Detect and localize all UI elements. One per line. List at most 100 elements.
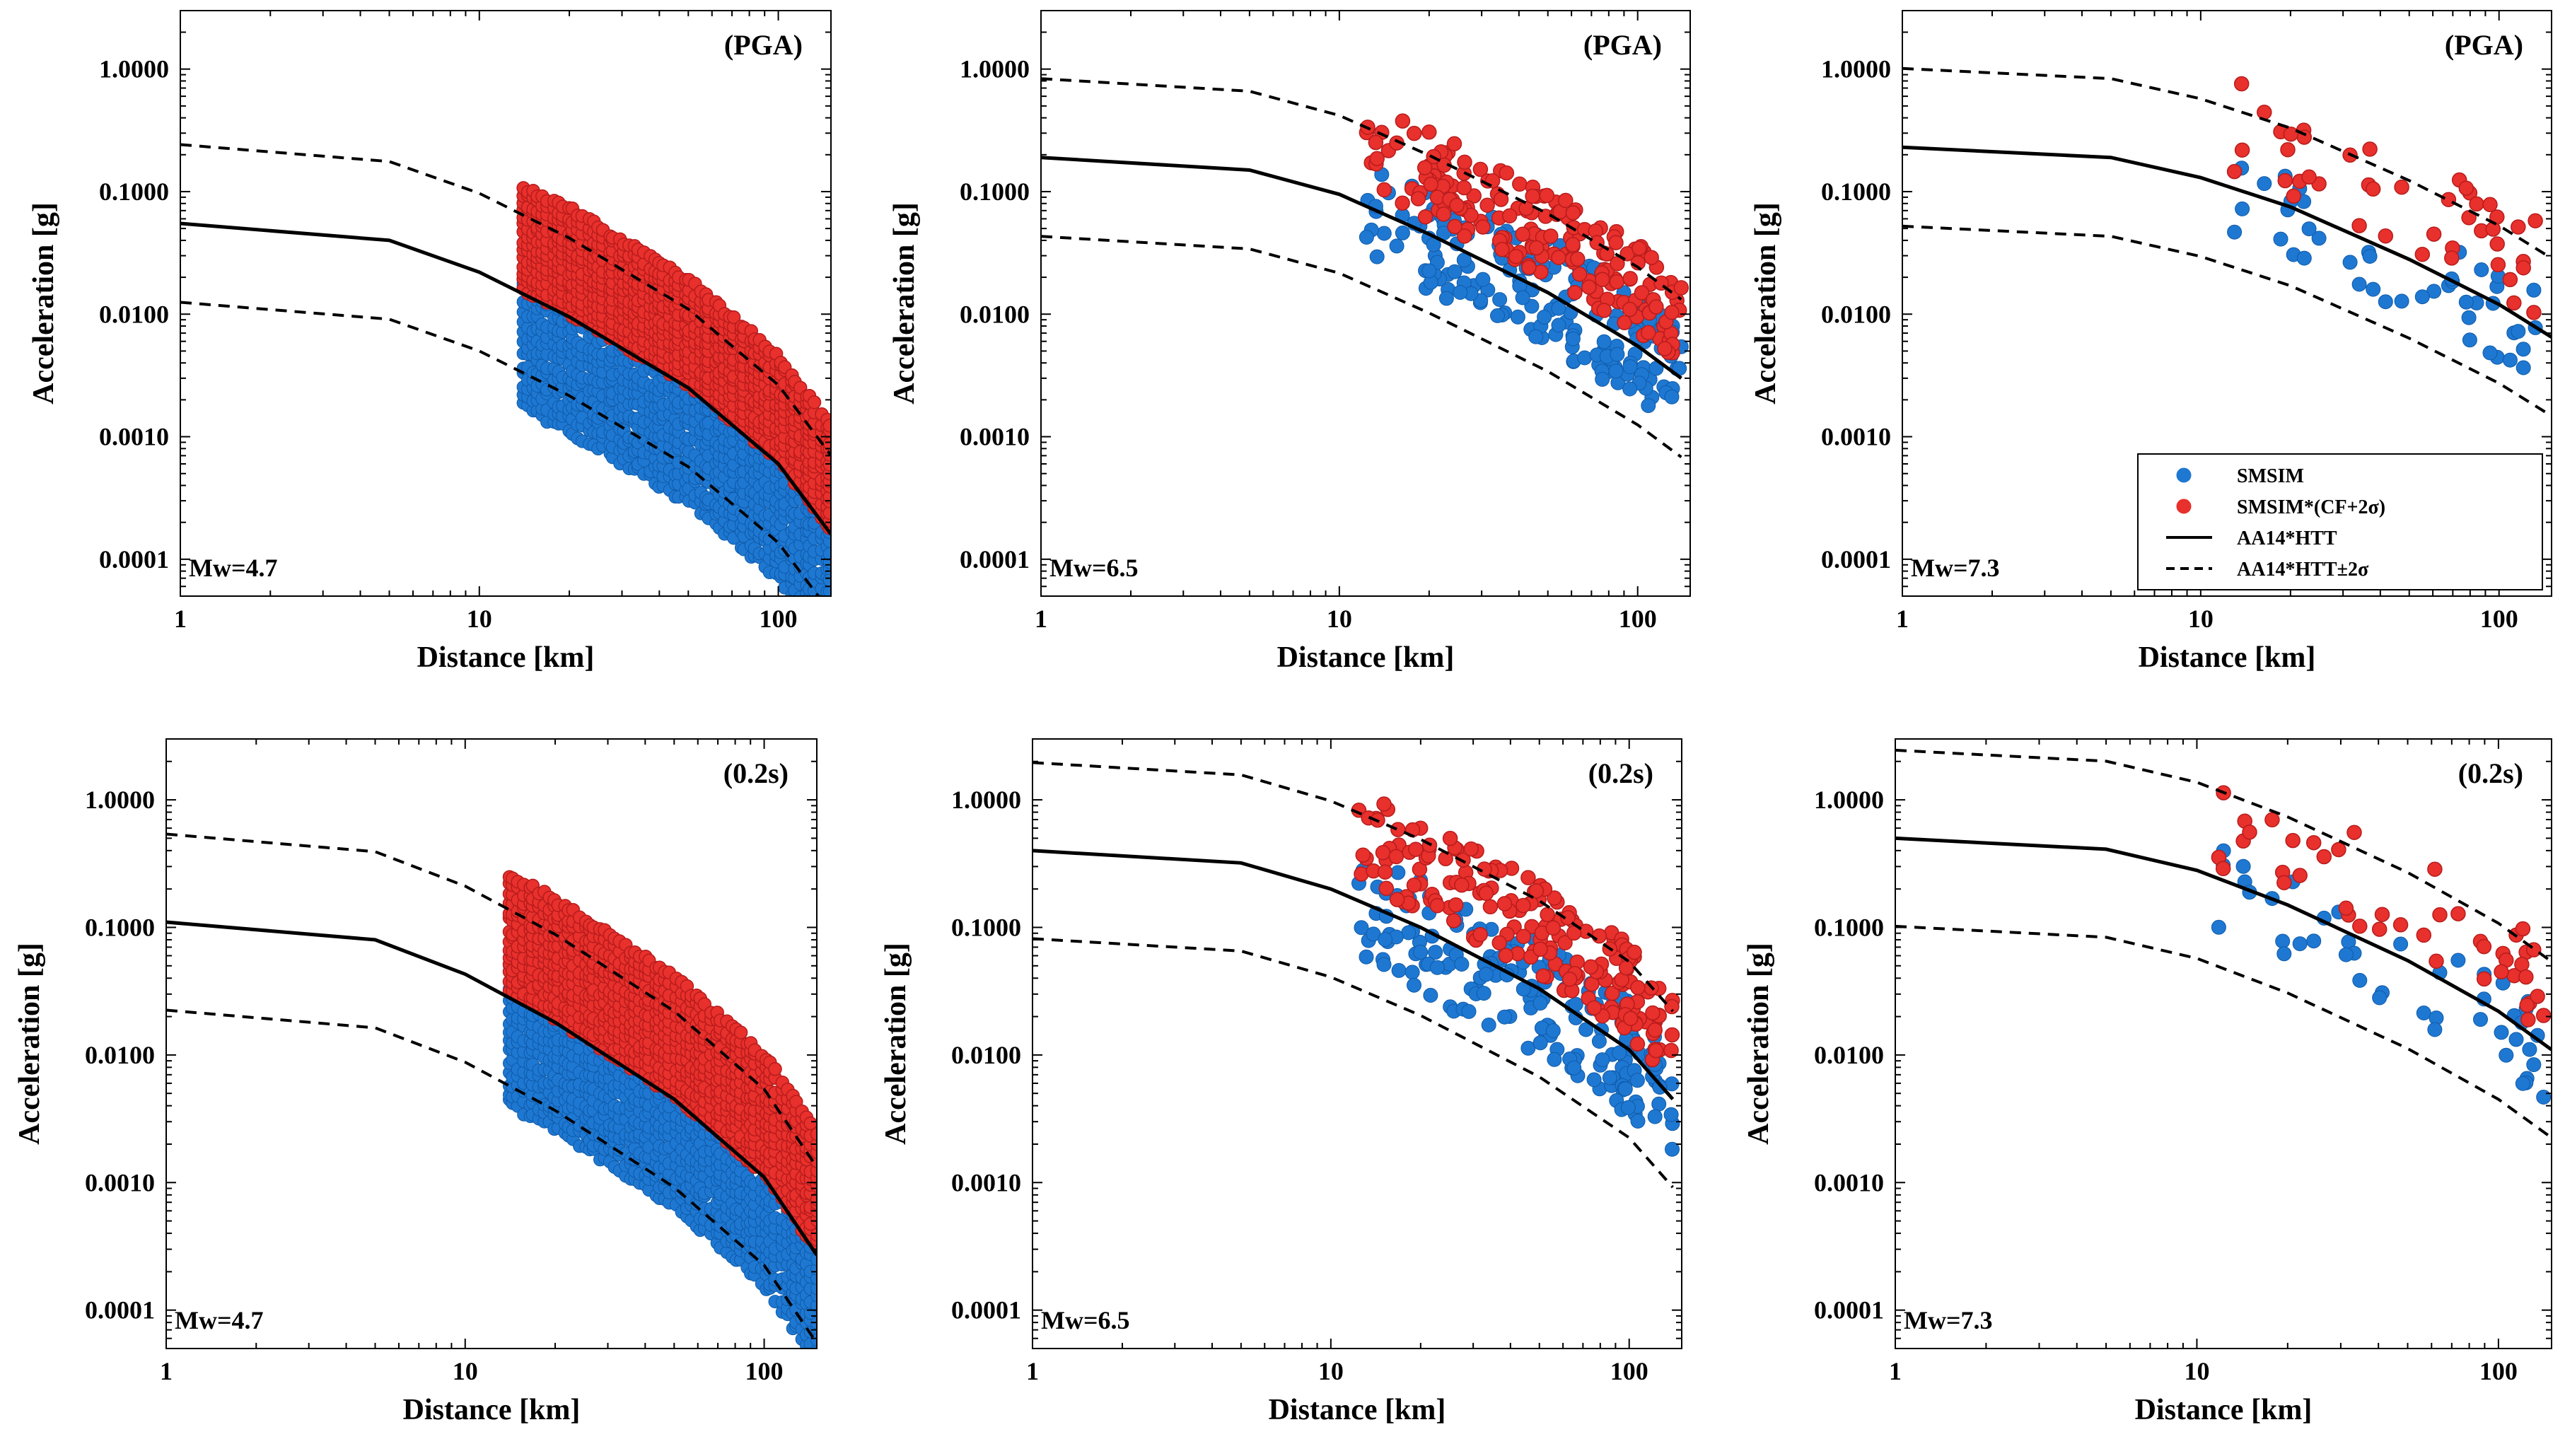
smsim-point — [1481, 1018, 1496, 1032]
period-tag: (0.2s) — [723, 757, 789, 789]
smsim-point — [2235, 201, 2250, 216]
smsim-point — [1622, 381, 1638, 397]
smsim-cf-point — [1589, 235, 1605, 250]
smsim-cf-point — [1454, 877, 1470, 893]
magnitude-label: Mw=4.7 — [175, 1306, 264, 1334]
x-tick-label: 1 — [174, 605, 187, 633]
smsim-cf-point — [1545, 920, 1561, 936]
smsim-cf-point — [1491, 935, 1507, 951]
smsim-point — [1492, 292, 1508, 308]
smsim-cf-point — [2226, 163, 2243, 180]
smsim-cf-point — [2378, 228, 2394, 244]
smsim-point — [2482, 345, 2498, 361]
smsim-cf-point — [1571, 267, 1588, 282]
smsim-cf-point — [822, 419, 831, 433]
smsim-cf-point — [1369, 151, 1385, 166]
smsim-cf-point — [1466, 188, 1482, 204]
x-tick-label: 100 — [2480, 605, 2518, 633]
smsim-cf-point — [1583, 959, 1599, 975]
smsim-point — [823, 642, 836, 655]
x-axis-label: Distance [km] — [1277, 641, 1455, 674]
smsim-cf-point — [1551, 250, 1566, 265]
smsim-point — [821, 634, 834, 646]
smsim-point — [1378, 932, 1393, 947]
smsim-point — [823, 597, 836, 610]
smsim-point — [1595, 371, 1610, 387]
smsim-point — [1391, 962, 1407, 978]
smsim-cf-point — [1429, 190, 1446, 205]
lower-2sigma-line — [180, 301, 820, 596]
smsim-cf-point — [1599, 246, 1615, 262]
y-tick-label: 0.0010 — [99, 423, 169, 451]
smsim-cf-point — [2280, 141, 2296, 158]
smsim-cf-point — [2515, 260, 2531, 276]
plot-area — [1902, 66, 2552, 417]
smsim-cf-point — [1622, 271, 1638, 286]
legend-label: AA14*HTT — [2237, 528, 2337, 549]
smsim-cf-point — [733, 1025, 748, 1039]
smsim-point — [815, 605, 828, 618]
smsim-cf-point — [2394, 179, 2409, 195]
y-tick-label: 1.0000 — [99, 55, 169, 83]
smsim-cf-point — [1423, 176, 1439, 192]
x-tick-label: 1 — [1896, 605, 1909, 633]
smsim-point — [2414, 289, 2430, 305]
smsim-point — [2366, 281, 2381, 297]
smsim-cf-point — [1594, 272, 1610, 287]
smsim-cf-point — [1446, 136, 1462, 152]
smsim-cf-point — [1449, 197, 1465, 214]
smsim-cf-point — [2469, 196, 2484, 212]
smsim-cf-point — [1586, 1000, 1602, 1015]
smsim-cf-point — [1520, 870, 1536, 885]
smsim-cf-point — [1421, 124, 1437, 140]
smsim-cf-point — [1457, 228, 1472, 244]
y-tick-label: 0.0100 — [85, 1041, 155, 1069]
smsim-point — [801, 598, 813, 610]
smsim-cf-point — [1570, 251, 1586, 267]
smsim-cf-point — [1634, 285, 1650, 301]
lower-2sigma-line — [1041, 235, 1682, 459]
smsim-point — [2515, 342, 2531, 357]
smsim-point — [1390, 865, 1406, 880]
x-tick-label: 100 — [1619, 605, 1657, 633]
smsim-point — [2301, 221, 2317, 237]
smsim-point — [1545, 1023, 1561, 1039]
smsim-point — [2378, 294, 2393, 310]
smsim-cf-point — [1664, 305, 1680, 320]
smsim-point — [2458, 294, 2474, 310]
legend-marker — [2176, 499, 2192, 514]
smsim-cf-point — [1395, 195, 1410, 211]
smsim-point — [1528, 329, 1544, 344]
y-tick-label: 1.0000 — [1821, 55, 1891, 83]
x-tick-label: 10 — [1327, 605, 1352, 633]
panel-top-right: 1 10 100 0.0001 0.0010 0.0100 0.1000 1.0000 Dist… — [1750, 10, 2552, 674]
smsim-point — [1413, 945, 1429, 960]
smsim-point — [1453, 285, 1468, 300]
legend-label: SMSIM — [2237, 465, 2304, 487]
smsim-point — [1596, 334, 1612, 349]
smsim-cf-point — [1521, 260, 1537, 275]
smsim-point — [823, 595, 831, 596]
upper-2sigma-line — [180, 143, 831, 457]
panel-bottom-left: 1 10 100 0.0001 0.0010 0.0100 0.1000 1.0000 Dist… — [13, 738, 818, 1426]
panel-bottom-middle: 1 10 1000.00010.00100.01000.10001.0000Dist… — [880, 738, 1682, 1426]
smsim-point — [1595, 1052, 1610, 1068]
smsim-cf-point — [1581, 279, 1597, 295]
smsim-point — [2526, 282, 2542, 298]
smsim-cf-point — [1632, 240, 1647, 256]
y-tick-label: 0.1000 — [960, 177, 1030, 206]
x-axis-label: Distance [km] — [417, 641, 595, 674]
smsim-point — [1577, 350, 1593, 366]
smsim-cf-point — [822, 506, 831, 520]
smsim-point — [2394, 293, 2409, 309]
smsim-cf-point — [1565, 237, 1581, 252]
smsim-point — [1620, 1100, 1636, 1115]
smsim-point — [815, 617, 828, 629]
y-tick-label: 0.1000 — [85, 913, 155, 941]
smsim-cf-point — [768, 1062, 782, 1076]
smsim-cf-point — [1657, 341, 1673, 356]
smsim-cf-point — [1395, 113, 1411, 129]
x-axis-label: Distance [km] — [403, 1394, 581, 1426]
smsim-cf-point — [1515, 226, 1530, 243]
smsim-cf-point — [1565, 205, 1581, 221]
